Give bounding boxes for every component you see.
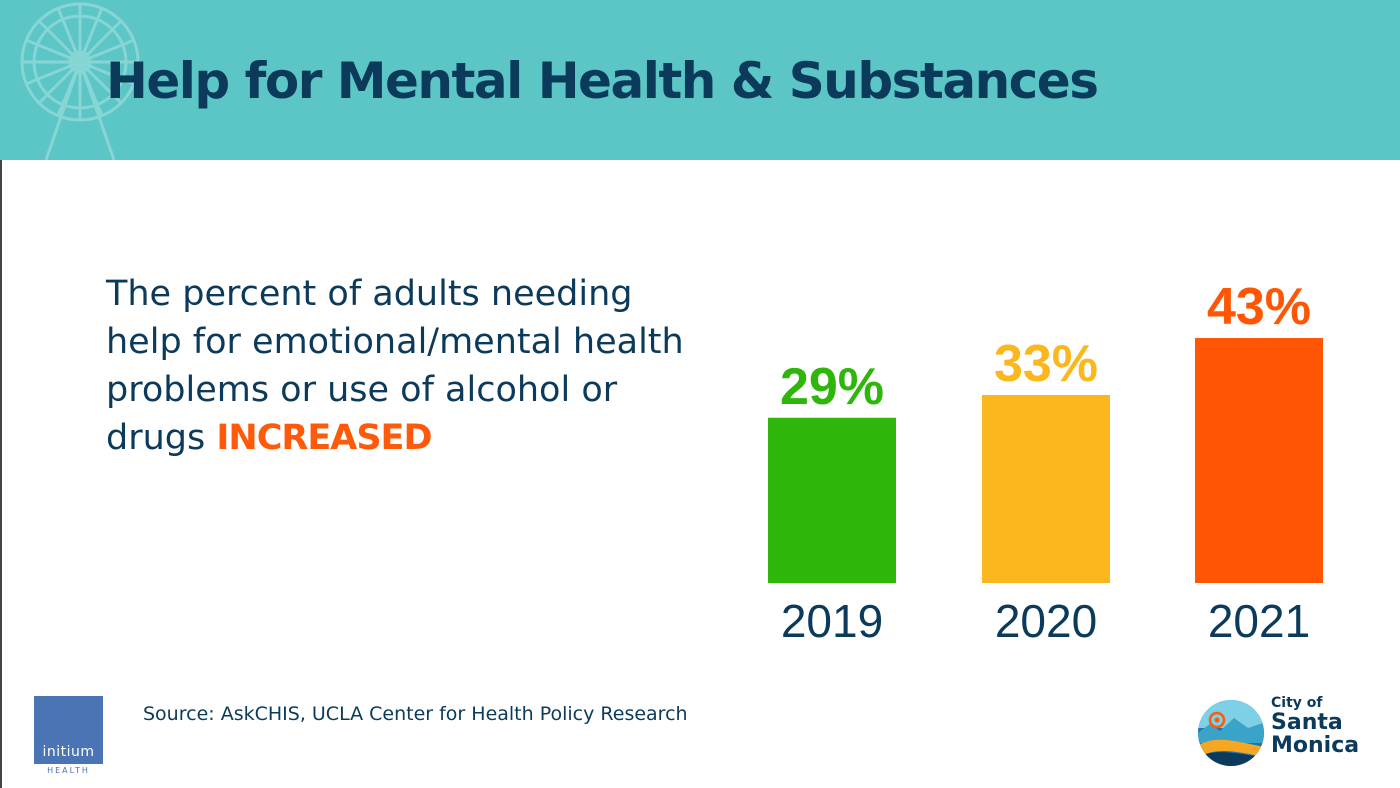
x-tick-label-2021: 2021 — [1208, 595, 1310, 647]
headline-text: The percent of adults needing help for e… — [106, 274, 684, 458]
data-label-2019: 29% — [780, 358, 884, 416]
santa-monica-logo-text: City of Santa Monica — [1271, 695, 1360, 758]
page-title: Help for Mental Health & Substances — [106, 52, 1099, 110]
headline-emphasis: INCREASED — [216, 418, 432, 458]
x-tick-label-2019: 2019 — [781, 595, 883, 647]
bar-2020 — [982, 394, 1110, 583]
santa-monica-logo-icon — [1198, 700, 1264, 766]
initium-logo-word: initium — [42, 744, 95, 760]
bar-2019 — [768, 417, 896, 583]
bar-2021 — [1195, 338, 1323, 583]
header-banner: Help for Mental Health & Substances — [0, 0, 1400, 160]
headline-statement: The percent of adults needing help for e… — [106, 270, 706, 462]
source-citation: Source: AskCHIS, UCLA Center for Health … — [143, 703, 688, 725]
left-divider — [0, 160, 2, 788]
data-label-2021: 43% — [1207, 278, 1311, 336]
initium-logo: initium — [34, 696, 103, 764]
ferris-wheel-icon — [20, 2, 140, 160]
x-tick-label-2020: 2020 — [995, 595, 1097, 647]
initium-logo-subtitle: HEALTH — [47, 766, 90, 775]
bar-chart: 29% 2019 33% 2020 43% 2021 — [768, 278, 1323, 647]
data-label-2020: 33% — [994, 335, 1098, 393]
